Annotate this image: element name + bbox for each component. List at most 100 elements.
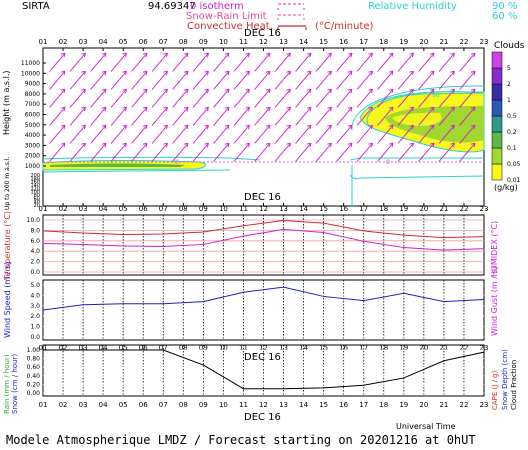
hour-tick-label: 19 — [399, 38, 408, 46]
wind-arrow-head — [142, 142, 148, 148]
wind-arrow — [49, 52, 66, 72]
wind-arrow-head — [183, 52, 189, 58]
wind-arrow-head — [368, 142, 373, 148]
wind-arrow — [295, 52, 312, 72]
wind-arrow-head — [347, 88, 353, 94]
hour-tick-label: 19 — [399, 205, 408, 213]
wind-arrow-head — [470, 124, 476, 130]
panel-tick-label: 0.80 — [27, 356, 41, 363]
wind-arrow-head — [429, 70, 435, 76]
hour-tick-label: 05 — [119, 205, 128, 213]
wind-arrow — [356, 106, 373, 126]
wind-arrow — [90, 52, 107, 72]
hour-tick-label: 23 — [480, 205, 489, 213]
wind-arrow — [233, 70, 250, 90]
panel-tick-label: 1.00 — [27, 347, 41, 354]
wind-arrow — [377, 106, 394, 126]
wind-arrow — [274, 124, 291, 144]
wind-arrow — [192, 70, 209, 90]
hour-tick-label: 19 — [399, 401, 408, 409]
wind-arrow — [356, 70, 373, 90]
hour-tick-label: 11 — [239, 205, 248, 213]
wind-arrow-head — [245, 70, 250, 76]
temperature-point — [82, 243, 84, 246]
wind-arrow — [377, 70, 394, 90]
hour-tick-label: 02 — [59, 38, 68, 46]
wind-arrow — [397, 124, 414, 144]
wind-arrow-head — [327, 70, 332, 76]
isotherm-label-2: 0 — [386, 159, 390, 166]
colorbar-swatch — [491, 147, 503, 165]
wind-arrow — [315, 70, 332, 90]
wind-arrow — [438, 70, 455, 90]
wind-arrow-head — [450, 52, 455, 58]
wind-arrow-head — [122, 142, 127, 148]
wind-arrow-head — [101, 106, 107, 112]
wind-arrow — [377, 52, 394, 72]
wind-arrow — [254, 70, 271, 90]
hour-tick-label: 22 — [459, 205, 468, 213]
colorbar-level-label: 0.2 — [507, 129, 517, 136]
hour-tick-label: 17 — [359, 38, 368, 46]
temperature-line — [42, 220, 485, 239]
wind-arrow — [90, 70, 107, 90]
wind-arrow — [131, 88, 148, 108]
temperature-point — [82, 232, 84, 234]
wind-arrow-head — [470, 70, 476, 76]
wind-point — [363, 300, 365, 302]
wind-arrow — [356, 52, 373, 72]
wind-arrow — [233, 88, 250, 108]
precipitation-point — [363, 384, 365, 386]
hour-tick-label: 13 — [279, 205, 288, 213]
wind-arrow — [315, 106, 332, 126]
wind-arrow-head — [60, 52, 66, 58]
wind-arrow — [90, 124, 107, 144]
wind-arrow — [49, 70, 66, 90]
panel-tick-label: 0.0 — [30, 269, 40, 276]
rain-ylabel: Rain (mm / hour) — [3, 354, 11, 414]
snow-ylabel: Snow (cm / hour) — [11, 354, 19, 414]
legend-snow-label: Snow-Rain Limit — [186, 11, 267, 22]
wind-arrow-head — [347, 124, 353, 130]
wind-arrow — [151, 88, 168, 108]
panel-tick-label: 1.0 — [30, 324, 40, 331]
wind-arrow-head — [388, 88, 394, 94]
wind-arrow-head — [81, 52, 86, 58]
wind-arrow-head — [286, 142, 291, 148]
wind-arrow — [397, 88, 414, 108]
wind-arrow-head — [409, 70, 414, 76]
wind-arrow-head — [470, 52, 476, 58]
wind-arrow-head — [409, 52, 414, 58]
hour-tick-label: 08 — [179, 38, 188, 46]
wind-arrow-head — [81, 106, 86, 112]
hour-tick-label: 07 — [159, 401, 168, 409]
hour-tick-label: 02 — [59, 205, 68, 213]
wind-arrow — [418, 106, 435, 126]
wind-arrow — [151, 106, 168, 126]
wind-arrow-head — [265, 88, 271, 94]
wind-arrow — [131, 70, 148, 90]
precipitation-point — [202, 364, 204, 366]
wind-arrow — [315, 88, 332, 108]
gust-ylabel: Wind Gust (m / s) — [490, 266, 499, 336]
wind-arrow — [69, 70, 86, 90]
wind-arrow-head — [347, 106, 353, 112]
wind-arrow — [459, 142, 476, 162]
wind-arrow — [192, 88, 209, 108]
colorbar-swatch — [491, 99, 503, 117]
wind-arrow — [233, 142, 250, 162]
panel-tick-label: 5.0 — [30, 282, 40, 289]
wind-arrow-head — [368, 52, 373, 58]
wind-arrow — [69, 142, 86, 162]
hour-tick-label: 21 — [439, 205, 448, 213]
temperature-point — [323, 222, 325, 224]
wind-arrow — [233, 124, 250, 144]
isotherm-label-1: 0 — [175, 159, 179, 166]
hour-tick-label: 02 — [59, 401, 68, 409]
temperature-line — [42, 228, 485, 251]
wind-arrow-head — [101, 124, 107, 130]
precipitation-point — [122, 349, 124, 351]
wind-arrow-head — [470, 142, 476, 148]
wind-arrow-head — [142, 106, 148, 112]
wind-arrow-head — [163, 52, 168, 58]
